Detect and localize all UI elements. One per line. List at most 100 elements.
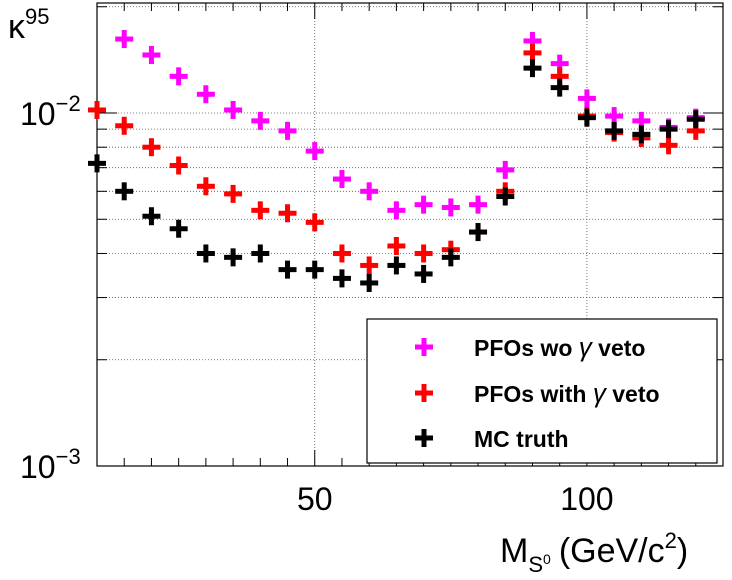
marker-bar-v bbox=[312, 142, 318, 161]
marker-bar-v bbox=[257, 201, 263, 220]
series-0 bbox=[115, 30, 705, 220]
marker-bar-v bbox=[257, 111, 263, 130]
legend-label-part: PFOs wo bbox=[474, 335, 579, 361]
marker-bar-v bbox=[312, 260, 318, 279]
marker-bar-v bbox=[203, 177, 209, 196]
data-point bbox=[224, 248, 243, 267]
marker-bar-v bbox=[666, 136, 672, 155]
marker-bar-v bbox=[502, 160, 508, 179]
data-point bbox=[577, 108, 596, 127]
marker-bar-v bbox=[366, 273, 372, 292]
data-point bbox=[496, 187, 515, 206]
marker-bar-v bbox=[421, 384, 427, 402]
marker-bar-v bbox=[502, 187, 508, 206]
marker-bar-v bbox=[421, 195, 427, 214]
data-point bbox=[414, 195, 433, 214]
marker-bar-v bbox=[393, 201, 399, 220]
data-point bbox=[550, 78, 569, 97]
legend-marker bbox=[415, 338, 433, 356]
marker-bar-v bbox=[611, 107, 617, 126]
series-2 bbox=[88, 59, 705, 292]
data-point bbox=[142, 207, 161, 226]
data-point bbox=[360, 256, 379, 275]
data-point bbox=[115, 30, 134, 49]
data-point bbox=[224, 184, 243, 203]
marker-bar-v bbox=[339, 269, 345, 288]
marker-bar-v bbox=[366, 182, 372, 201]
data-point bbox=[414, 264, 433, 283]
marker-bar-v bbox=[421, 244, 427, 263]
data-point bbox=[196, 177, 215, 196]
marker-bar-v bbox=[448, 198, 454, 217]
data-point bbox=[496, 160, 515, 179]
marker-bar-v bbox=[421, 338, 427, 356]
y-axis-label: κ95 bbox=[8, 4, 49, 46]
data-point bbox=[605, 107, 624, 126]
y-tick-label: 10−2 bbox=[20, 91, 81, 132]
marker-bar-v bbox=[638, 125, 644, 144]
data-points bbox=[88, 30, 705, 292]
data-point bbox=[632, 111, 651, 130]
data-point bbox=[387, 236, 406, 255]
data-point bbox=[305, 142, 324, 161]
data-point bbox=[686, 121, 705, 140]
data-point bbox=[251, 244, 270, 263]
data-point bbox=[169, 67, 188, 86]
marker-bar-v bbox=[285, 121, 291, 140]
y-tick-label-base: 10 bbox=[20, 96, 56, 132]
legend-label-part: PFOs with bbox=[474, 381, 593, 407]
marker-bar-v bbox=[421, 264, 427, 283]
data-point bbox=[142, 138, 161, 157]
data-point bbox=[169, 156, 188, 175]
legend-label-part: veto bbox=[606, 381, 660, 407]
marker-bar-v bbox=[529, 59, 535, 78]
data-point bbox=[605, 121, 624, 140]
y-tick-label-exponent: −2 bbox=[56, 91, 81, 116]
data-point bbox=[659, 120, 678, 139]
marker-bar-v bbox=[203, 85, 209, 104]
data-point bbox=[550, 54, 569, 73]
x-axis-label-unit-power: 2 bbox=[665, 528, 677, 553]
legend-label-part: veto bbox=[592, 335, 646, 361]
marker-bar-v bbox=[584, 89, 590, 108]
data-point bbox=[278, 121, 297, 140]
data-point bbox=[523, 31, 542, 50]
legend-label: PFOs with γ veto bbox=[474, 378, 660, 408]
data-point bbox=[305, 260, 324, 279]
data-point bbox=[659, 136, 678, 155]
data-point bbox=[441, 198, 460, 217]
y-tick-label: 10−3 bbox=[20, 444, 81, 485]
data-point bbox=[523, 59, 542, 78]
marker-bar-v bbox=[693, 110, 699, 129]
marker-bar-v bbox=[203, 244, 209, 263]
data-point bbox=[332, 269, 351, 288]
marker-bar-v bbox=[176, 219, 182, 238]
marker-bar-v bbox=[393, 236, 399, 255]
data-point bbox=[360, 182, 379, 201]
data-point bbox=[332, 170, 351, 189]
data-point bbox=[332, 244, 351, 263]
y-tick-label-base: 10 bbox=[20, 449, 56, 485]
marker-bar-v bbox=[230, 184, 236, 203]
y-tick-label-exponent: −3 bbox=[56, 444, 81, 469]
x-axis-label-sub: S bbox=[528, 552, 543, 577]
marker-bar-v bbox=[121, 182, 127, 201]
data-point bbox=[523, 43, 542, 62]
data-point bbox=[196, 85, 215, 104]
data-point bbox=[142, 45, 161, 64]
marker-bar-v bbox=[339, 170, 345, 189]
data-point bbox=[251, 201, 270, 220]
data-point bbox=[550, 67, 569, 86]
marker-bar-v bbox=[176, 67, 182, 86]
marker-bar-v bbox=[230, 100, 236, 119]
x-axis-label-sub-sup: 0 bbox=[543, 551, 551, 567]
marker-bar-v bbox=[257, 244, 263, 263]
data-point bbox=[278, 204, 297, 223]
data-point bbox=[360, 273, 379, 292]
marker-bar-v bbox=[285, 204, 291, 223]
data-point bbox=[686, 110, 705, 129]
marker-bar-v bbox=[148, 45, 154, 64]
marker-bar-v bbox=[475, 195, 481, 214]
